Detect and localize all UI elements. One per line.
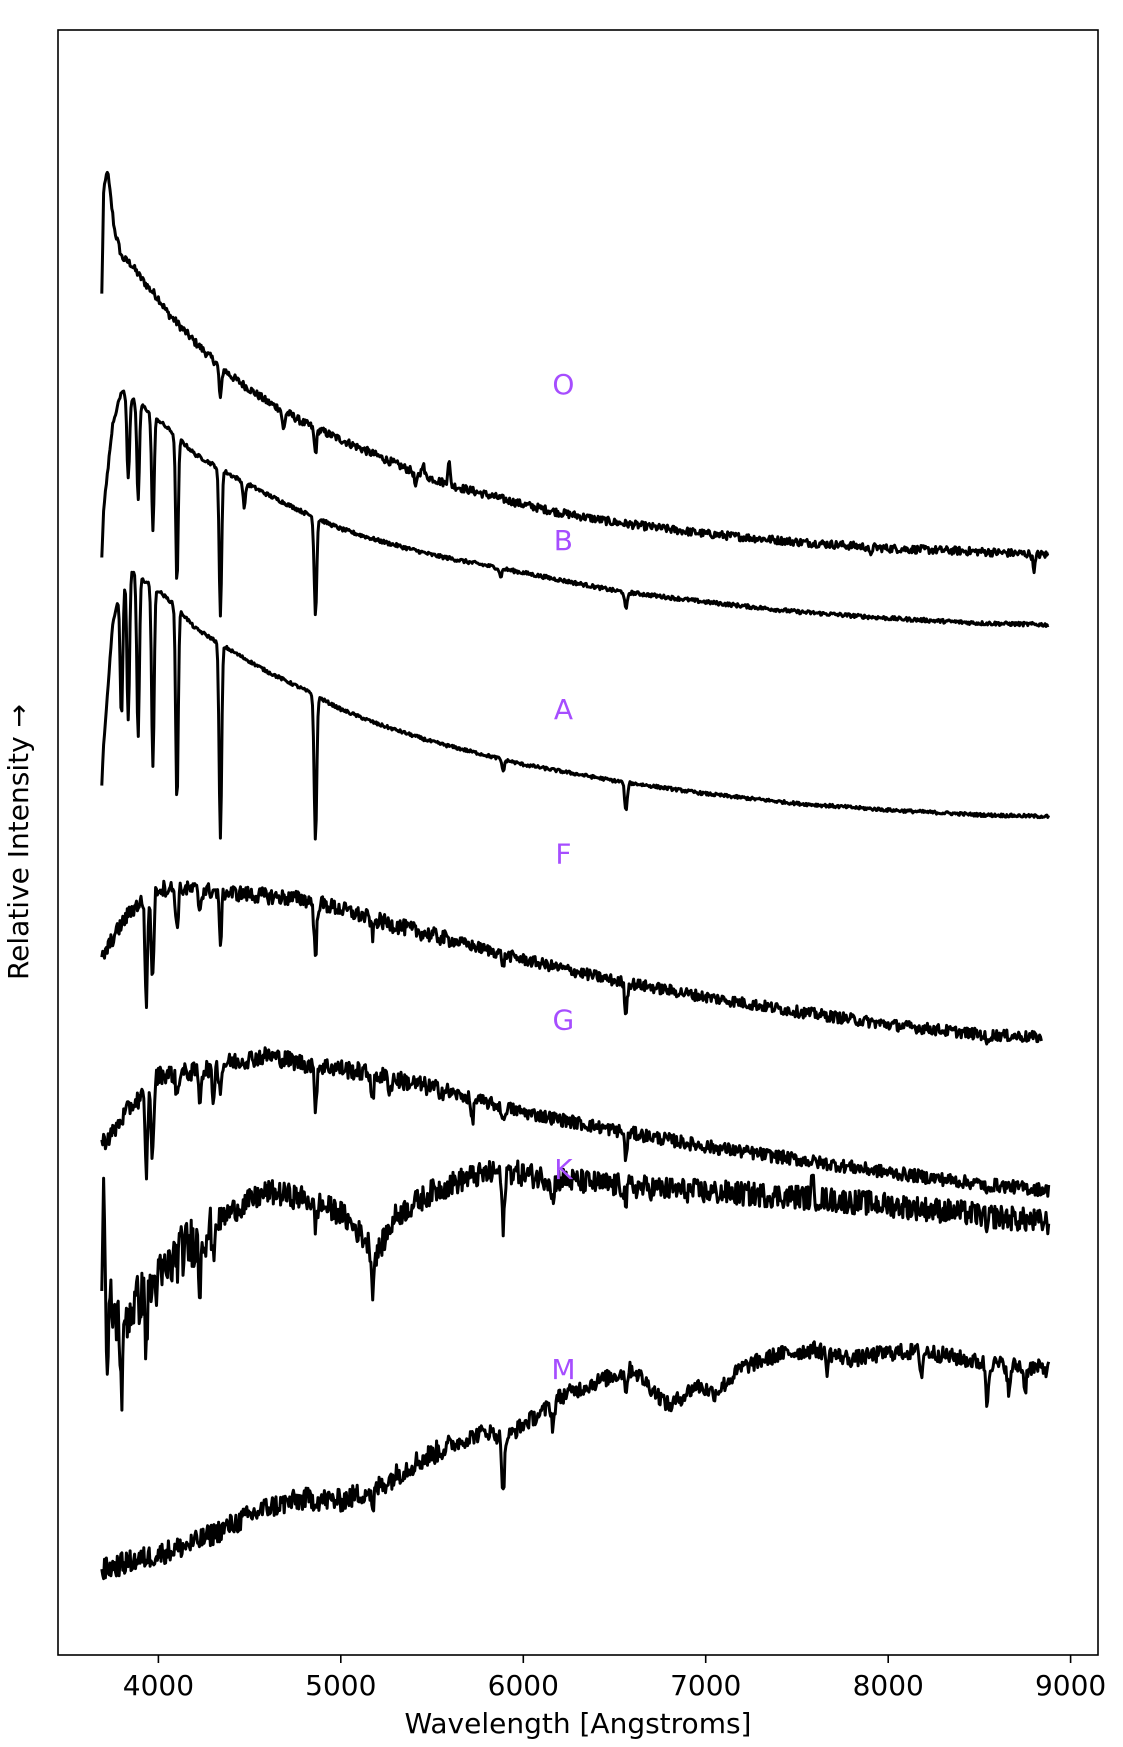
x-tick-label: 6000 <box>488 1669 559 1702</box>
spectral-class-label-k: K <box>554 1153 573 1186</box>
spectrum-line-m <box>100 1340 1051 1581</box>
series-layer <box>100 170 1051 1581</box>
x-tick-label: 7000 <box>670 1669 741 1702</box>
x-tick-label: 8000 <box>853 1669 924 1702</box>
spectral-class-label-m: M <box>551 1353 575 1386</box>
plot-frame <box>57 29 1099 1656</box>
x-tick-label: 5000 <box>305 1669 376 1702</box>
spectral-class-label-a: A <box>554 693 573 726</box>
x-tick-label: 9000 <box>1035 1669 1106 1702</box>
class-labels-layer: O B A F G K M <box>551 368 575 1386</box>
y-axis-label: Relative Intensity → <box>2 704 35 980</box>
spectrum-line-b <box>100 389 1050 628</box>
spectrum-line-o <box>100 170 1050 575</box>
spectral-class-label-b: B <box>554 524 573 557</box>
x-ticks-layer: 4000 5000 6000 7000 8000 9000 <box>123 1655 1106 1702</box>
spectrum-line-f <box>100 879 1043 1046</box>
spectrum-line-k <box>100 1159 1051 1412</box>
spectral-class-label-g: G <box>553 1003 575 1036</box>
spectral-class-label-o: O <box>552 368 574 401</box>
x-axis-label: Wavelength [Angstroms] <box>405 1707 752 1740</box>
spectral-class-label-f: F <box>555 838 571 871</box>
x-tick-label: 4000 <box>123 1669 194 1702</box>
spectrum-line-g <box>100 1046 1051 1198</box>
spectrum-line-a <box>100 570 1051 841</box>
